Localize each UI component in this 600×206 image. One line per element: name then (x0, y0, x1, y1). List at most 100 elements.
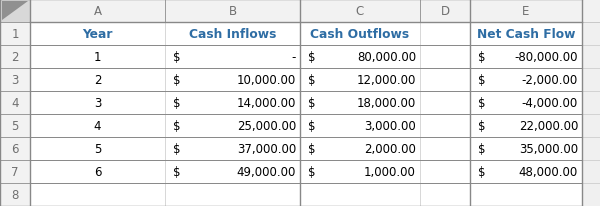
Text: $: $ (308, 74, 316, 87)
Text: 2,000.00: 2,000.00 (364, 142, 416, 155)
Text: $: $ (308, 119, 316, 132)
Text: 3,000.00: 3,000.00 (364, 119, 416, 132)
Bar (470, 137, 582, 160)
Bar (0, 160, 30, 183)
Bar (470, 69, 582, 91)
Text: $: $ (478, 51, 485, 64)
Bar (165, 115, 300, 137)
Text: 37,000.00: 37,000.00 (237, 142, 296, 155)
Text: -4,000.00: -4,000.00 (522, 97, 578, 109)
Bar (30, 183, 165, 206)
Text: 2: 2 (11, 51, 19, 64)
Bar (165, 183, 300, 206)
Bar (420, 23, 470, 46)
Text: $: $ (173, 51, 181, 64)
Text: 2: 2 (94, 74, 101, 87)
Bar (420, 115, 470, 137)
Bar (0, 115, 30, 137)
Bar (300, 137, 420, 160)
Bar (470, 183, 582, 206)
Text: 6: 6 (94, 165, 101, 178)
Text: Cash Inflows: Cash Inflows (189, 28, 276, 41)
Text: $: $ (308, 51, 316, 64)
Bar (470, 115, 582, 137)
Text: 6: 6 (11, 142, 19, 155)
Text: $: $ (173, 74, 181, 87)
Bar (0, 91, 30, 115)
Text: E: E (523, 5, 530, 18)
Bar (420, 0, 470, 23)
Text: 14,000.00: 14,000.00 (236, 97, 296, 109)
Bar (582, 160, 600, 183)
Text: $: $ (308, 142, 316, 155)
Text: $: $ (478, 119, 485, 132)
Bar (30, 160, 165, 183)
Text: 4: 4 (11, 97, 19, 109)
Bar (582, 69, 600, 91)
Text: 18,000.00: 18,000.00 (357, 97, 416, 109)
Text: 12,000.00: 12,000.00 (356, 74, 416, 87)
Bar (0, 69, 30, 91)
Text: 4: 4 (94, 119, 101, 132)
Bar (420, 91, 470, 115)
Text: 10,000.00: 10,000.00 (237, 74, 296, 87)
Bar (470, 0, 582, 23)
Text: D: D (440, 5, 449, 18)
Bar (30, 46, 165, 69)
Text: 5: 5 (11, 119, 19, 132)
Text: 5: 5 (94, 142, 101, 155)
Bar (300, 115, 420, 137)
Bar (0, 0, 30, 23)
Text: 8: 8 (11, 188, 19, 201)
Bar (470, 91, 582, 115)
Text: $: $ (173, 142, 181, 155)
Bar (165, 137, 300, 160)
Bar (582, 0, 600, 23)
Bar (582, 91, 600, 115)
Bar (420, 46, 470, 69)
Bar (420, 69, 470, 91)
Text: -2,000.00: -2,000.00 (522, 74, 578, 87)
Bar (582, 115, 600, 137)
Bar (300, 91, 420, 115)
Bar (165, 160, 300, 183)
Text: 1: 1 (11, 28, 19, 41)
Text: $: $ (173, 97, 181, 109)
Bar (582, 183, 600, 206)
Text: $: $ (478, 142, 485, 155)
Text: 25,000.00: 25,000.00 (237, 119, 296, 132)
Bar (30, 91, 165, 115)
Bar (165, 0, 300, 23)
Text: $: $ (173, 119, 181, 132)
Bar (0, 137, 30, 160)
Bar (165, 91, 300, 115)
Bar (300, 183, 420, 206)
Text: 35,000.00: 35,000.00 (519, 142, 578, 155)
Polygon shape (2, 2, 28, 21)
Bar (30, 23, 165, 46)
Bar (30, 115, 165, 137)
Text: $: $ (478, 97, 485, 109)
Bar (165, 46, 300, 69)
Bar (0, 46, 30, 69)
Text: Cash Outflows: Cash Outflows (310, 28, 410, 41)
Bar (420, 183, 470, 206)
Text: $: $ (478, 74, 485, 87)
Bar (30, 0, 165, 23)
Text: -: - (292, 51, 296, 64)
Text: $: $ (478, 165, 485, 178)
Text: 48,000.00: 48,000.00 (519, 165, 578, 178)
Bar (582, 137, 600, 160)
Text: $: $ (308, 165, 316, 178)
Bar (0, 23, 30, 46)
Text: 1,000.00: 1,000.00 (364, 165, 416, 178)
Bar (300, 46, 420, 69)
Text: Year: Year (82, 28, 113, 41)
Text: 7: 7 (11, 165, 19, 178)
Bar (470, 160, 582, 183)
Bar (420, 160, 470, 183)
Text: $: $ (308, 97, 316, 109)
Bar (582, 46, 600, 69)
Bar (300, 23, 420, 46)
Text: B: B (229, 5, 236, 18)
